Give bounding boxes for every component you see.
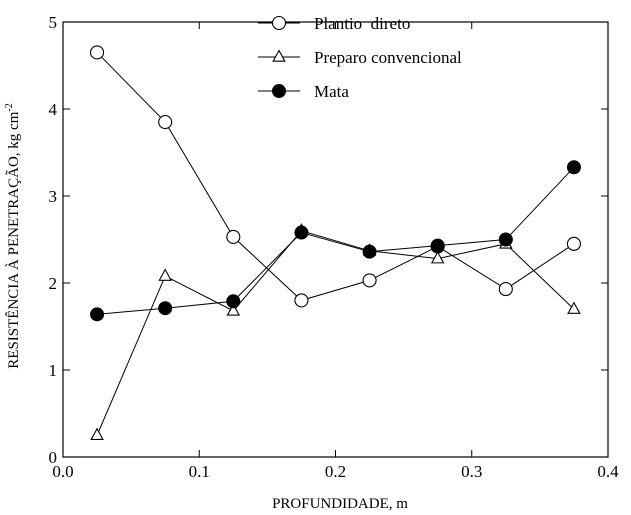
legend-label-1: Preparo convencional <box>314 48 462 67</box>
data-point-0-6 <box>498 282 513 297</box>
data-point-2-2 <box>226 294 241 309</box>
y-axis-label-text: RESISTÊNCIA À PENETRAÇÃO, kg cm <box>5 111 22 368</box>
x-tick-label: 0.1 <box>189 462 210 481</box>
x-tick-label: 0.2 <box>325 462 346 481</box>
y-tick-label: 1 <box>49 361 58 380</box>
y-tick-label: 3 <box>49 187 58 206</box>
legend: Plantio direto Preparo convencional Mata <box>258 14 462 101</box>
data-point-2-0 <box>90 307 105 322</box>
y-tick-label: 2 <box>49 274 58 293</box>
data-point-0-7 <box>566 236 581 251</box>
legend-marker-2 <box>272 84 286 98</box>
data-point-0-4 <box>362 273 377 288</box>
x-tick-label: 0.4 <box>597 462 619 481</box>
data-point-2-3 <box>294 225 309 240</box>
series-line-0 <box>96 52 575 301</box>
series-layer <box>90 45 581 441</box>
data-point-2-7 <box>566 160 581 175</box>
data-point-0-2 <box>226 229 241 244</box>
x-axis-label: PROFUNDIDADE, m <box>272 496 408 512</box>
data-point-2-6 <box>498 232 513 247</box>
data-point-1-0 <box>90 427 104 441</box>
x-tick-label: 0.0 <box>52 462 73 481</box>
data-point-1-5 <box>430 250 445 264</box>
data-point-1-7 <box>567 301 581 314</box>
x-tick-label: 0.3 <box>461 462 482 481</box>
data-point-2-4 <box>362 244 377 259</box>
data-point-2-1 <box>158 301 173 316</box>
legend-marker-0 <box>271 15 287 31</box>
data-point-0-0 <box>90 45 105 60</box>
data-point-0-1 <box>158 115 173 130</box>
y-tick-label: 5 <box>49 13 58 32</box>
legend-label-0: Plantio direto <box>314 14 410 33</box>
data-point-1-1 <box>158 268 172 281</box>
data-point-2-5 <box>430 238 445 253</box>
y-tick-label: 4 <box>49 100 58 119</box>
y-tick-label: 0 <box>49 448 58 467</box>
y-axis-label: RESISTÊNCIA À PENETRAÇÃO, kg cm-2 <box>4 103 22 368</box>
y-axis-label-superscript: -2 <box>4 103 15 111</box>
legend-marker-1 <box>272 49 286 62</box>
series-line-2 <box>97 166 575 315</box>
legend-label-2: Mata <box>314 82 349 101</box>
data-point-1-2 <box>226 303 241 316</box>
axis-ticks: 0.0 0.1 0.2 0.3 0.4 0 1 2 3 4 5 <box>49 13 620 481</box>
data-point-0-3 <box>294 293 309 308</box>
series-line-1 <box>96 230 575 436</box>
